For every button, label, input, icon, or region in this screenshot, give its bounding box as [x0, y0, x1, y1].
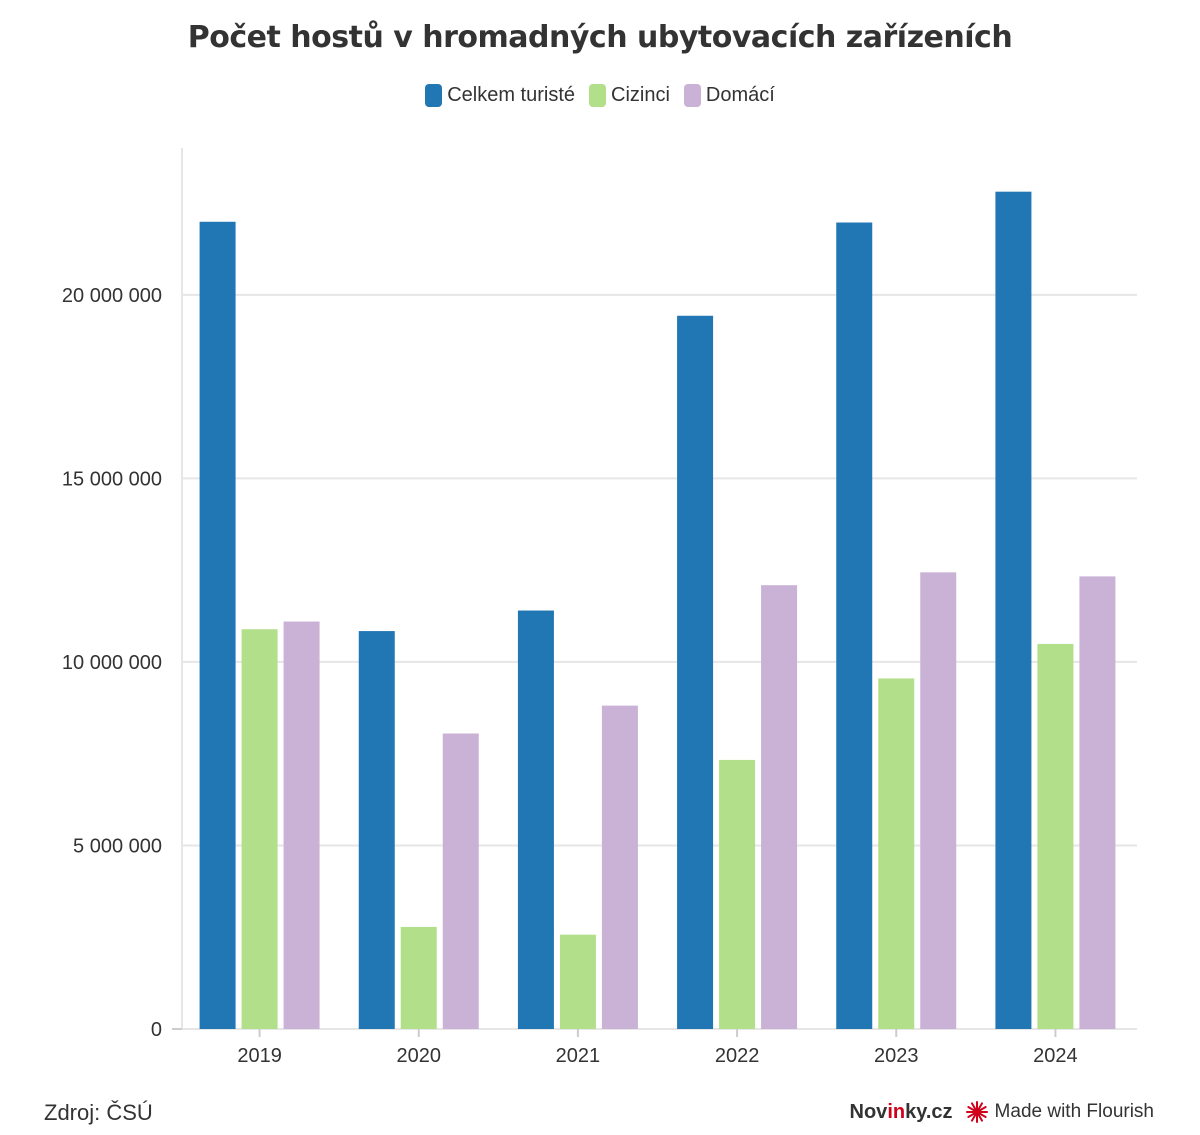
y-tick-label: 5 000 000 — [73, 835, 162, 857]
bar-2021-domaci[interactable] — [601, 705, 638, 1029]
bar-2023-cizinci[interactable] — [878, 678, 915, 1029]
tick-labels: 0 5 000 000 10 000 000 15 000 000 20 000 000… — [62, 285, 1078, 1067]
chart-title: Počet hostů v hromadných ubytovacích zař… — [187, 20, 1013, 55]
bar-2019-cizinci[interactable] — [241, 629, 278, 1029]
bar-2023-celkem[interactable] — [836, 222, 873, 1029]
chart-legend: Celkem turisté Cizinci Domácí — [0, 84, 1200, 107]
y-tick-label: 0 — [151, 1019, 162, 1041]
bar-2019-domaci[interactable] — [283, 621, 320, 1029]
brand-accent: in — [887, 1100, 906, 1123]
x-tick-label: 2020 — [397, 1045, 442, 1067]
bar-2024-celkem[interactable] — [995, 191, 1032, 1029]
bar-2024-cizinci[interactable] — [1037, 643, 1074, 1029]
x-tick-label: 2019 — [237, 1045, 282, 1067]
x-tick-label: 2023 — [874, 1045, 919, 1067]
bar-2019-celkem[interactable] — [199, 221, 236, 1029]
bar-2020-domaci[interactable] — [442, 733, 479, 1029]
bar-2020-celkem[interactable] — [358, 631, 395, 1029]
legend-label-domaci: Domácí — [705, 84, 775, 106]
bars — [199, 191, 1116, 1029]
y-tick-label: 20 000 000 — [62, 285, 162, 307]
bar-chart: 0 5 000 000 10 000 000 15 000 000 20 000 000… — [62, 148, 1137, 1067]
grid-lines — [182, 293, 1137, 847]
y-tick-label: 10 000 000 — [62, 652, 162, 674]
axes — [172, 148, 1137, 1037]
legend-swatch-domaci — [683, 84, 701, 107]
legend-swatch-cizinci — [589, 84, 606, 107]
footer-branding: Novinky.cz Made with Flourish — [850, 1100, 1154, 1124]
x-tick-label: 2022 — [715, 1045, 760, 1067]
x-tick-label: 2021 — [556, 1045, 601, 1067]
brand-suffix: ky.cz — [905, 1100, 953, 1123]
legend-item-cizinci[interactable]: Cizinci — [589, 84, 670, 107]
legend-swatch-celkem — [425, 84, 443, 107]
bar-2023-domaci[interactable] — [920, 572, 957, 1029]
bar-2022-cizinci[interactable] — [719, 759, 756, 1029]
y-tick-label: 15 000 000 — [62, 468, 162, 490]
bar-2022-celkem[interactable] — [677, 315, 714, 1029]
legend-label-celkem: Celkem turisté — [447, 84, 575, 106]
bar-2024-domaci[interactable] — [1079, 576, 1116, 1029]
bar-2022-domaci[interactable] — [761, 585, 798, 1029]
legend-item-celkem[interactable]: Celkem turisté — [425, 84, 575, 107]
brand-prefix: Nov — [849, 1100, 888, 1123]
bar-2021-celkem[interactable] — [517, 610, 554, 1029]
x-tick-label: 2024 — [1033, 1045, 1078, 1067]
flourish-label: Made with Flourish — [994, 1101, 1154, 1122]
novinky-logo[interactable]: Novinky.cz — [850, 1101, 953, 1124]
bar-2021-cizinci[interactable] — [559, 934, 596, 1029]
bar-2020-cizinci[interactable] — [400, 926, 437, 1029]
source-note: Zdroj: ČSÚ — [44, 1100, 153, 1125]
legend-item-domaci[interactable]: Domácí — [683, 84, 775, 107]
flourish-credit[interactable]: Made with Flourish — [965, 1100, 1154, 1124]
legend-label-cizinci: Cizinci — [611, 84, 670, 106]
flourish-star-icon — [965, 1101, 988, 1123]
